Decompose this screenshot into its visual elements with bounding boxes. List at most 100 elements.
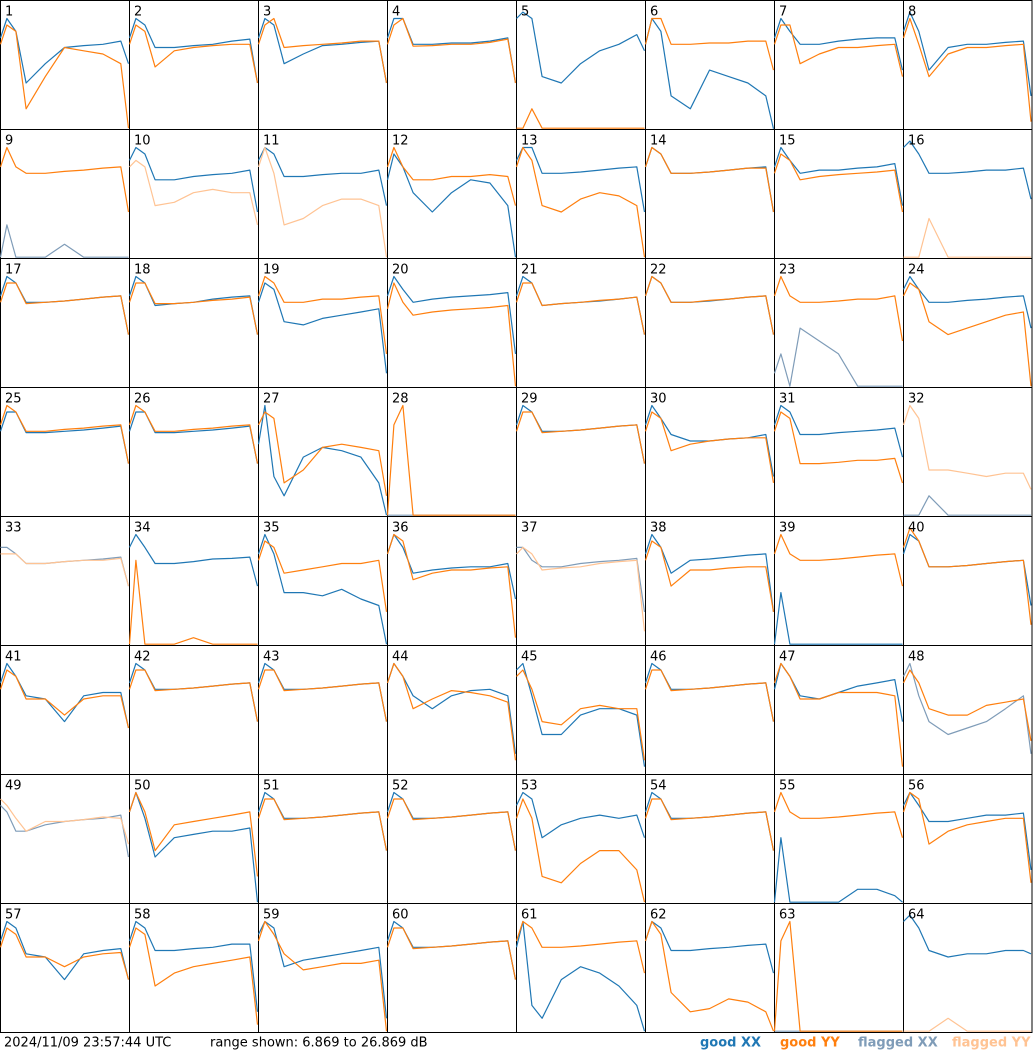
panel-label: 45 — [521, 650, 538, 665]
spectrum-xx — [902, 533, 1032, 606]
panel-label: 50 — [134, 779, 151, 794]
spectrum-xx — [516, 662, 646, 767]
panel-frame — [387, 645, 517, 775]
spectrum-xx — [386, 533, 517, 600]
panel-label: 20 — [392, 263, 409, 278]
panel-frame — [0, 516, 130, 646]
panel-label: 5 — [521, 5, 529, 20]
panel-frame — [258, 645, 388, 775]
panel-frame — [774, 0, 904, 130]
spectrum-xx — [515, 791, 646, 839]
spectrum-xx — [128, 17, 259, 84]
spectrum-xx — [773, 146, 904, 206]
panel-frame — [387, 258, 517, 388]
panel-label: 61 — [521, 908, 538, 923]
spectrum-yy — [515, 798, 646, 903]
spectrum-yy — [257, 146, 388, 258]
panel-label: 47 — [779, 650, 796, 665]
panel-label: 10 — [134, 134, 151, 149]
timestamp: 2024/11/09 23:57:44 UTC — [4, 1036, 171, 1051]
spectrum-yy — [773, 533, 904, 587]
panel-label: 58 — [134, 908, 151, 923]
panel-label: 16 — [908, 134, 925, 149]
spectrum-xx — [0, 275, 130, 335]
panel-label: 63 — [779, 908, 796, 923]
panel-frame — [0, 129, 130, 259]
spectrum-xx — [515, 146, 646, 213]
spectrum-yy — [902, 669, 1032, 742]
spectrum-yy — [773, 411, 904, 484]
spectrum-xx — [0, 546, 130, 587]
spectrum-yy — [515, 920, 646, 974]
panel-frame — [645, 516, 775, 646]
spectrum-yy — [903, 217, 1031, 258]
spectrum-yy — [515, 411, 646, 464]
spectrum-yy — [128, 404, 259, 464]
panel-frame — [645, 645, 775, 775]
panel-frame — [129, 774, 259, 904]
panel-label: 18 — [134, 263, 151, 278]
spectrum-yy — [644, 411, 775, 484]
spectrum-xx — [0, 411, 130, 464]
spectrum-yy — [386, 533, 517, 638]
spectrum-yy — [0, 927, 130, 980]
spectrum-yy — [128, 669, 259, 722]
spectrum-yy — [516, 108, 645, 129]
panel-label: 25 — [5, 392, 22, 407]
spectrum-xx — [516, 546, 646, 612]
spectrum-xx — [0, 224, 129, 258]
panel-frame — [387, 774, 517, 904]
panel-label: 37 — [521, 521, 538, 536]
spectrum-yy — [386, 404, 516, 516]
panel-label: 11 — [263, 134, 280, 149]
spectrum-yy — [515, 282, 646, 335]
spectrum-xx — [257, 282, 388, 374]
panel-label: 27 — [263, 392, 280, 407]
spectrum-yy — [902, 282, 1032, 387]
spectrum-xx — [773, 592, 903, 645]
panel-label: 62 — [650, 908, 667, 923]
panel-frame — [903, 387, 1033, 517]
panel-frame — [516, 516, 646, 646]
spectrum-yy — [773, 153, 904, 213]
panel-frame — [258, 0, 388, 130]
panel-label: 21 — [521, 263, 538, 278]
spectrum-xx — [386, 275, 517, 354]
panel-frame — [129, 258, 259, 388]
panel-label: 57 — [5, 908, 22, 923]
panel-frame — [645, 258, 775, 388]
spectrum-xx — [386, 17, 517, 84]
panel-label: 36 — [392, 521, 409, 536]
spectrum-xx — [516, 11, 646, 84]
spectrum-xx — [773, 327, 903, 387]
panel-label: 32 — [908, 392, 925, 407]
spectrum-xx — [0, 662, 130, 729]
spectrum-yy — [644, 920, 775, 1032]
panel-label: 1 — [5, 5, 13, 20]
panel-frame — [645, 129, 775, 259]
panel-label: 60 — [392, 908, 409, 923]
panel-frame — [129, 903, 259, 1033]
spectrum-xx — [515, 920, 646, 1032]
panel-label: 3 — [263, 5, 271, 20]
spectrum-yy — [644, 540, 775, 613]
spectrum-xx — [386, 920, 517, 980]
spectrum-yy — [516, 546, 646, 632]
panel-label: 22 — [650, 263, 667, 278]
panel-label: 19 — [263, 263, 280, 278]
panel-label: 41 — [5, 650, 22, 665]
spectrum-xx — [902, 275, 1032, 329]
panel-label: 53 — [521, 779, 538, 794]
panel-label: 26 — [134, 392, 151, 407]
panel-label: 48 — [908, 650, 925, 665]
panel-label: 64 — [908, 908, 925, 923]
panel-label: 17 — [5, 263, 22, 278]
spectrum-yy — [0, 404, 130, 464]
spectrum-xx — [386, 662, 517, 754]
spectrum-yy — [128, 927, 259, 1025]
panel-frame — [645, 903, 775, 1033]
panel-label: 59 — [263, 908, 280, 923]
panel-frame — [774, 129, 904, 259]
panel-label: 8 — [908, 5, 916, 20]
panel-frame — [516, 258, 646, 388]
